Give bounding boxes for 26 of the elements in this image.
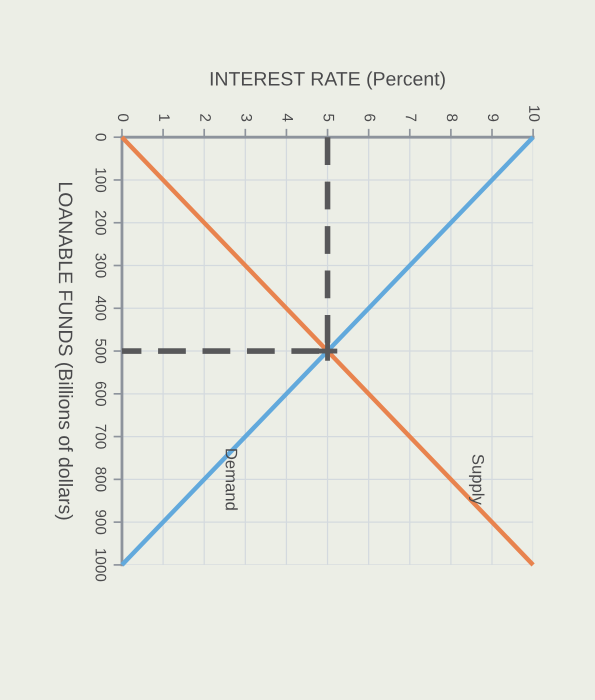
y-tick-label: 0 <box>95 134 106 141</box>
y-tick-label: 800 <box>95 467 106 492</box>
x-tick-label: 3 <box>241 114 252 122</box>
y-tick-label: 400 <box>95 296 106 320</box>
y-tick-label: 600 <box>95 382 106 406</box>
x-tick-label: 4 <box>282 114 293 122</box>
x-axis-title: INTEREST RATE (Percent) <box>210 71 445 90</box>
x-tick-label: 5 <box>323 114 334 122</box>
x-tick-label: 0 <box>118 114 129 122</box>
text: Supply <box>468 454 484 505</box>
text: Demand <box>226 449 238 510</box>
x-tick-label: 7 <box>406 114 416 122</box>
x-tick-label: 9 <box>488 114 499 122</box>
y-tick-label: 200 <box>95 210 106 235</box>
y-tick-label: 500 <box>95 338 106 364</box>
x-tick-label: 1 <box>159 114 170 122</box>
x-tick-label: 8 <box>446 114 458 122</box>
x-tick-label: 10 <box>529 106 540 122</box>
y-tick-label: 1000 <box>95 549 106 582</box>
y-tick-label: 100 <box>95 168 106 192</box>
y-tick-label: 900 <box>95 510 106 534</box>
y-tick-label: 700 <box>95 424 106 449</box>
y-tick-label: 300 <box>95 253 106 278</box>
x-tick-label: 2 <box>200 114 211 122</box>
y-axis-title: LOANABLE FUNDS (Billions of dollars) <box>54 183 74 520</box>
x-tick-label: 6 <box>364 114 376 122</box>
